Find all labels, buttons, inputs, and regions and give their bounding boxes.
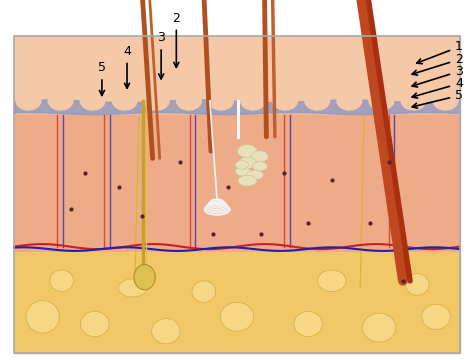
Text: 3: 3 — [412, 65, 463, 87]
Ellipse shape — [246, 170, 264, 180]
FancyBboxPatch shape — [14, 252, 460, 353]
Ellipse shape — [235, 167, 250, 176]
Text: 1: 1 — [417, 40, 463, 64]
Ellipse shape — [144, 91, 170, 111]
Ellipse shape — [112, 91, 138, 111]
Text: 5: 5 — [98, 61, 106, 95]
Ellipse shape — [208, 91, 234, 111]
Ellipse shape — [118, 279, 147, 297]
Ellipse shape — [368, 91, 394, 111]
Ellipse shape — [237, 145, 257, 158]
Ellipse shape — [15, 91, 42, 111]
Ellipse shape — [192, 281, 216, 302]
Ellipse shape — [240, 91, 266, 111]
Ellipse shape — [304, 91, 330, 111]
Ellipse shape — [318, 270, 346, 292]
Ellipse shape — [336, 91, 362, 111]
Ellipse shape — [272, 91, 298, 111]
Ellipse shape — [252, 162, 267, 171]
Text: 3: 3 — [157, 31, 165, 79]
Ellipse shape — [405, 274, 429, 295]
Ellipse shape — [176, 91, 202, 111]
Ellipse shape — [47, 91, 73, 111]
Ellipse shape — [80, 91, 106, 111]
Ellipse shape — [238, 175, 257, 186]
Ellipse shape — [432, 91, 459, 111]
Ellipse shape — [401, 91, 427, 111]
Text: 2: 2 — [173, 12, 180, 67]
Ellipse shape — [220, 302, 254, 331]
FancyBboxPatch shape — [14, 36, 460, 101]
Ellipse shape — [251, 151, 268, 162]
Ellipse shape — [50, 270, 73, 292]
Text: 4: 4 — [123, 45, 131, 88]
Ellipse shape — [134, 265, 155, 290]
FancyBboxPatch shape — [14, 36, 460, 353]
Ellipse shape — [235, 161, 248, 169]
Ellipse shape — [294, 311, 322, 337]
Text: 4: 4 — [412, 77, 463, 98]
Ellipse shape — [26, 301, 59, 333]
Ellipse shape — [81, 311, 109, 337]
Ellipse shape — [363, 313, 396, 342]
Ellipse shape — [422, 304, 450, 329]
FancyBboxPatch shape — [14, 115, 460, 252]
Text: 2: 2 — [412, 53, 463, 75]
Ellipse shape — [152, 319, 180, 344]
Ellipse shape — [238, 157, 256, 168]
Text: 5: 5 — [412, 89, 463, 108]
